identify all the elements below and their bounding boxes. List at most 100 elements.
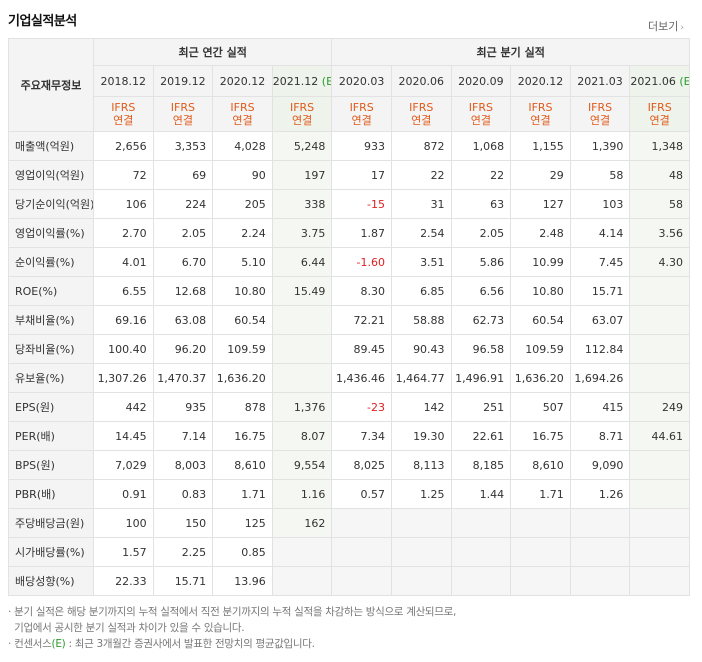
table-cell: 62.73: [450, 305, 512, 335]
table-cell: 1,496.91: [450, 363, 512, 393]
period-label: 2020.12: [219, 74, 266, 88]
table-cell: 8,025: [331, 450, 392, 480]
table-cell: 1,470.37: [152, 363, 214, 393]
period-label: 2020.03: [338, 74, 385, 88]
table-cell: 127: [510, 189, 571, 219]
table-cell: 6.70: [152, 247, 214, 277]
table-cell: 15.71: [569, 276, 631, 306]
table-cell: 13.96: [212, 566, 273, 596]
table-cell: 4.14: [569, 218, 631, 248]
ifrs-label: IFRS 연결: [450, 96, 512, 132]
table-row: BPS(원) 7,029 8,003 8,610 9,554 8,025 8,113 8,18…: [8, 450, 690, 480]
table-cell: 22: [450, 160, 512, 190]
table-cell: 1.71: [510, 479, 571, 509]
table-cell: 872: [390, 131, 452, 161]
table-row: 순이익률(%) 4.01 6.70 5.10 6.44 -1.60 3.51 5.86 10.9…: [8, 247, 690, 277]
period-header: 2021.03: [569, 65, 631, 97]
table-cell: 1,436.46: [331, 363, 392, 393]
table-cell: [629, 363, 690, 393]
period-label: 2021.12: [272, 74, 319, 88]
table-cell: 1,307.26: [93, 363, 154, 393]
table-cell: 3,353: [152, 131, 214, 161]
table-cell: 2.54: [390, 218, 452, 248]
table-cell: 4,028: [212, 131, 273, 161]
row-label: 배당성향(%): [8, 566, 94, 596]
period-label: 2020.09: [458, 74, 504, 88]
period-header: 2021.12 (E): [271, 65, 333, 97]
table-cell: 106: [93, 189, 154, 219]
table-cell: 6.44: [271, 247, 333, 277]
table-cell: 1.44: [450, 479, 512, 509]
ifrs-label: IFRS 연결: [271, 96, 333, 132]
period-label: 2019.12: [160, 74, 206, 88]
table-cell: 1,376: [271, 392, 333, 422]
table-cell: 1.87: [331, 218, 392, 248]
table-cell: [629, 537, 690, 567]
table-cell: 72: [93, 160, 154, 190]
table-row: PBR(배) 0.91 0.83 1.71 1.16 0.57 1.25 1.44 1.71 1.…: [8, 479, 690, 509]
table-cell: 60.54: [510, 305, 571, 335]
table-cell: [331, 566, 392, 596]
table-cell: 8,610: [510, 450, 571, 480]
table-cell: 14.45: [93, 421, 154, 451]
table-cell: 1,155: [510, 131, 571, 161]
table-cell: 1,694.26: [569, 363, 631, 393]
group-quarter: 최근 분기 실적: [331, 38, 690, 66]
ifrs-label: IFRS 연결: [390, 96, 452, 132]
table-cell: 12.68: [152, 276, 214, 306]
table-row: 시가배당률(%) 1.57 2.25 0.85: [8, 537, 690, 567]
table-cell: [569, 566, 631, 596]
table-cell: -1.60: [331, 247, 392, 277]
table-row: 유보율(%) 1,307.26 1,470.37 1,636.20 1,436.46 1,…: [8, 363, 690, 393]
table-cell: 90: [212, 160, 273, 190]
table-cell: [390, 537, 452, 567]
ifrs-label: IFRS 연결: [212, 96, 273, 132]
table-cell: 100: [93, 508, 154, 538]
row-label: 영업이익(억원): [8, 160, 94, 190]
table-cell: 8.30: [331, 276, 392, 306]
table-cell: 16.75: [212, 421, 273, 451]
ifrs-label: IFRS 연결: [569, 96, 631, 132]
section-title: 기업실적분석: [8, 14, 77, 29]
table-cell: 3.56: [629, 218, 690, 248]
table-cell: 4.01: [93, 247, 154, 277]
table-cell: 142: [390, 392, 452, 422]
table-cell: 7.14: [152, 421, 214, 451]
ifrs-label: IFRS 연결: [331, 96, 392, 132]
table-cell: [569, 508, 631, 538]
table-cell: 15.71: [152, 566, 214, 596]
table-row: 배당성향(%) 22.33 15.71 13.96: [8, 566, 690, 596]
row-label: 주당배당금(원): [8, 508, 94, 538]
table-cell: 112.84: [569, 334, 631, 364]
table-cell: [510, 508, 571, 538]
period-label: 2021.06: [630, 74, 676, 88]
row-label: ROE(%): [8, 276, 94, 306]
period-header: 2018.12: [93, 65, 154, 97]
table-cell: [390, 566, 452, 596]
table-row: EPS(원) 442 935 878 1,376 -23 142 251 507 415 249: [8, 392, 690, 422]
financial-table: 주요재무정보 최근 연간 실적 최근 분기 실적 2018.12 2019.12 2…: [8, 38, 690, 596]
footnote-1-cont: 기업에서 공시한 분기 실적과 차이가 있을 수 있습니다.: [14, 622, 245, 634]
table-row: 부채비율(%) 69.16 63.08 60.54 72.21 58.88 62.73 60.…: [8, 305, 690, 335]
table-cell: -23: [331, 392, 392, 422]
table-cell: 8,185: [450, 450, 512, 480]
table-cell: 2.70: [93, 218, 154, 248]
table-cell: 1.57: [93, 537, 154, 567]
table-cell: 90.43: [390, 334, 452, 364]
table-cell: 58.88: [390, 305, 452, 335]
table-cell: 44.61: [629, 421, 690, 451]
table-cell: 5.10: [212, 247, 273, 277]
table-cell: [629, 450, 690, 480]
table-cell: [569, 537, 631, 567]
table-cell: 415: [569, 392, 631, 422]
table-cell: 2.48: [510, 218, 571, 248]
table-cell: 8,610: [212, 450, 273, 480]
table-cell: 125: [212, 508, 273, 538]
table-cell: [629, 508, 690, 538]
ifrs-label: IFRS 연결: [152, 96, 214, 132]
more-link[interactable]: 더보기 ›: [648, 18, 684, 34]
footnote-2: · 컨센서스(E) : 최근 3개월간 증권사에서 발표한 전망치의 평균값입니…: [8, 638, 315, 650]
table-cell: [629, 305, 690, 335]
table-row: ROE(%) 6.55 12.68 10.80 15.49 8.30 6.85 6.56 10.…: [8, 276, 690, 306]
table-cell: 16.75: [510, 421, 571, 451]
